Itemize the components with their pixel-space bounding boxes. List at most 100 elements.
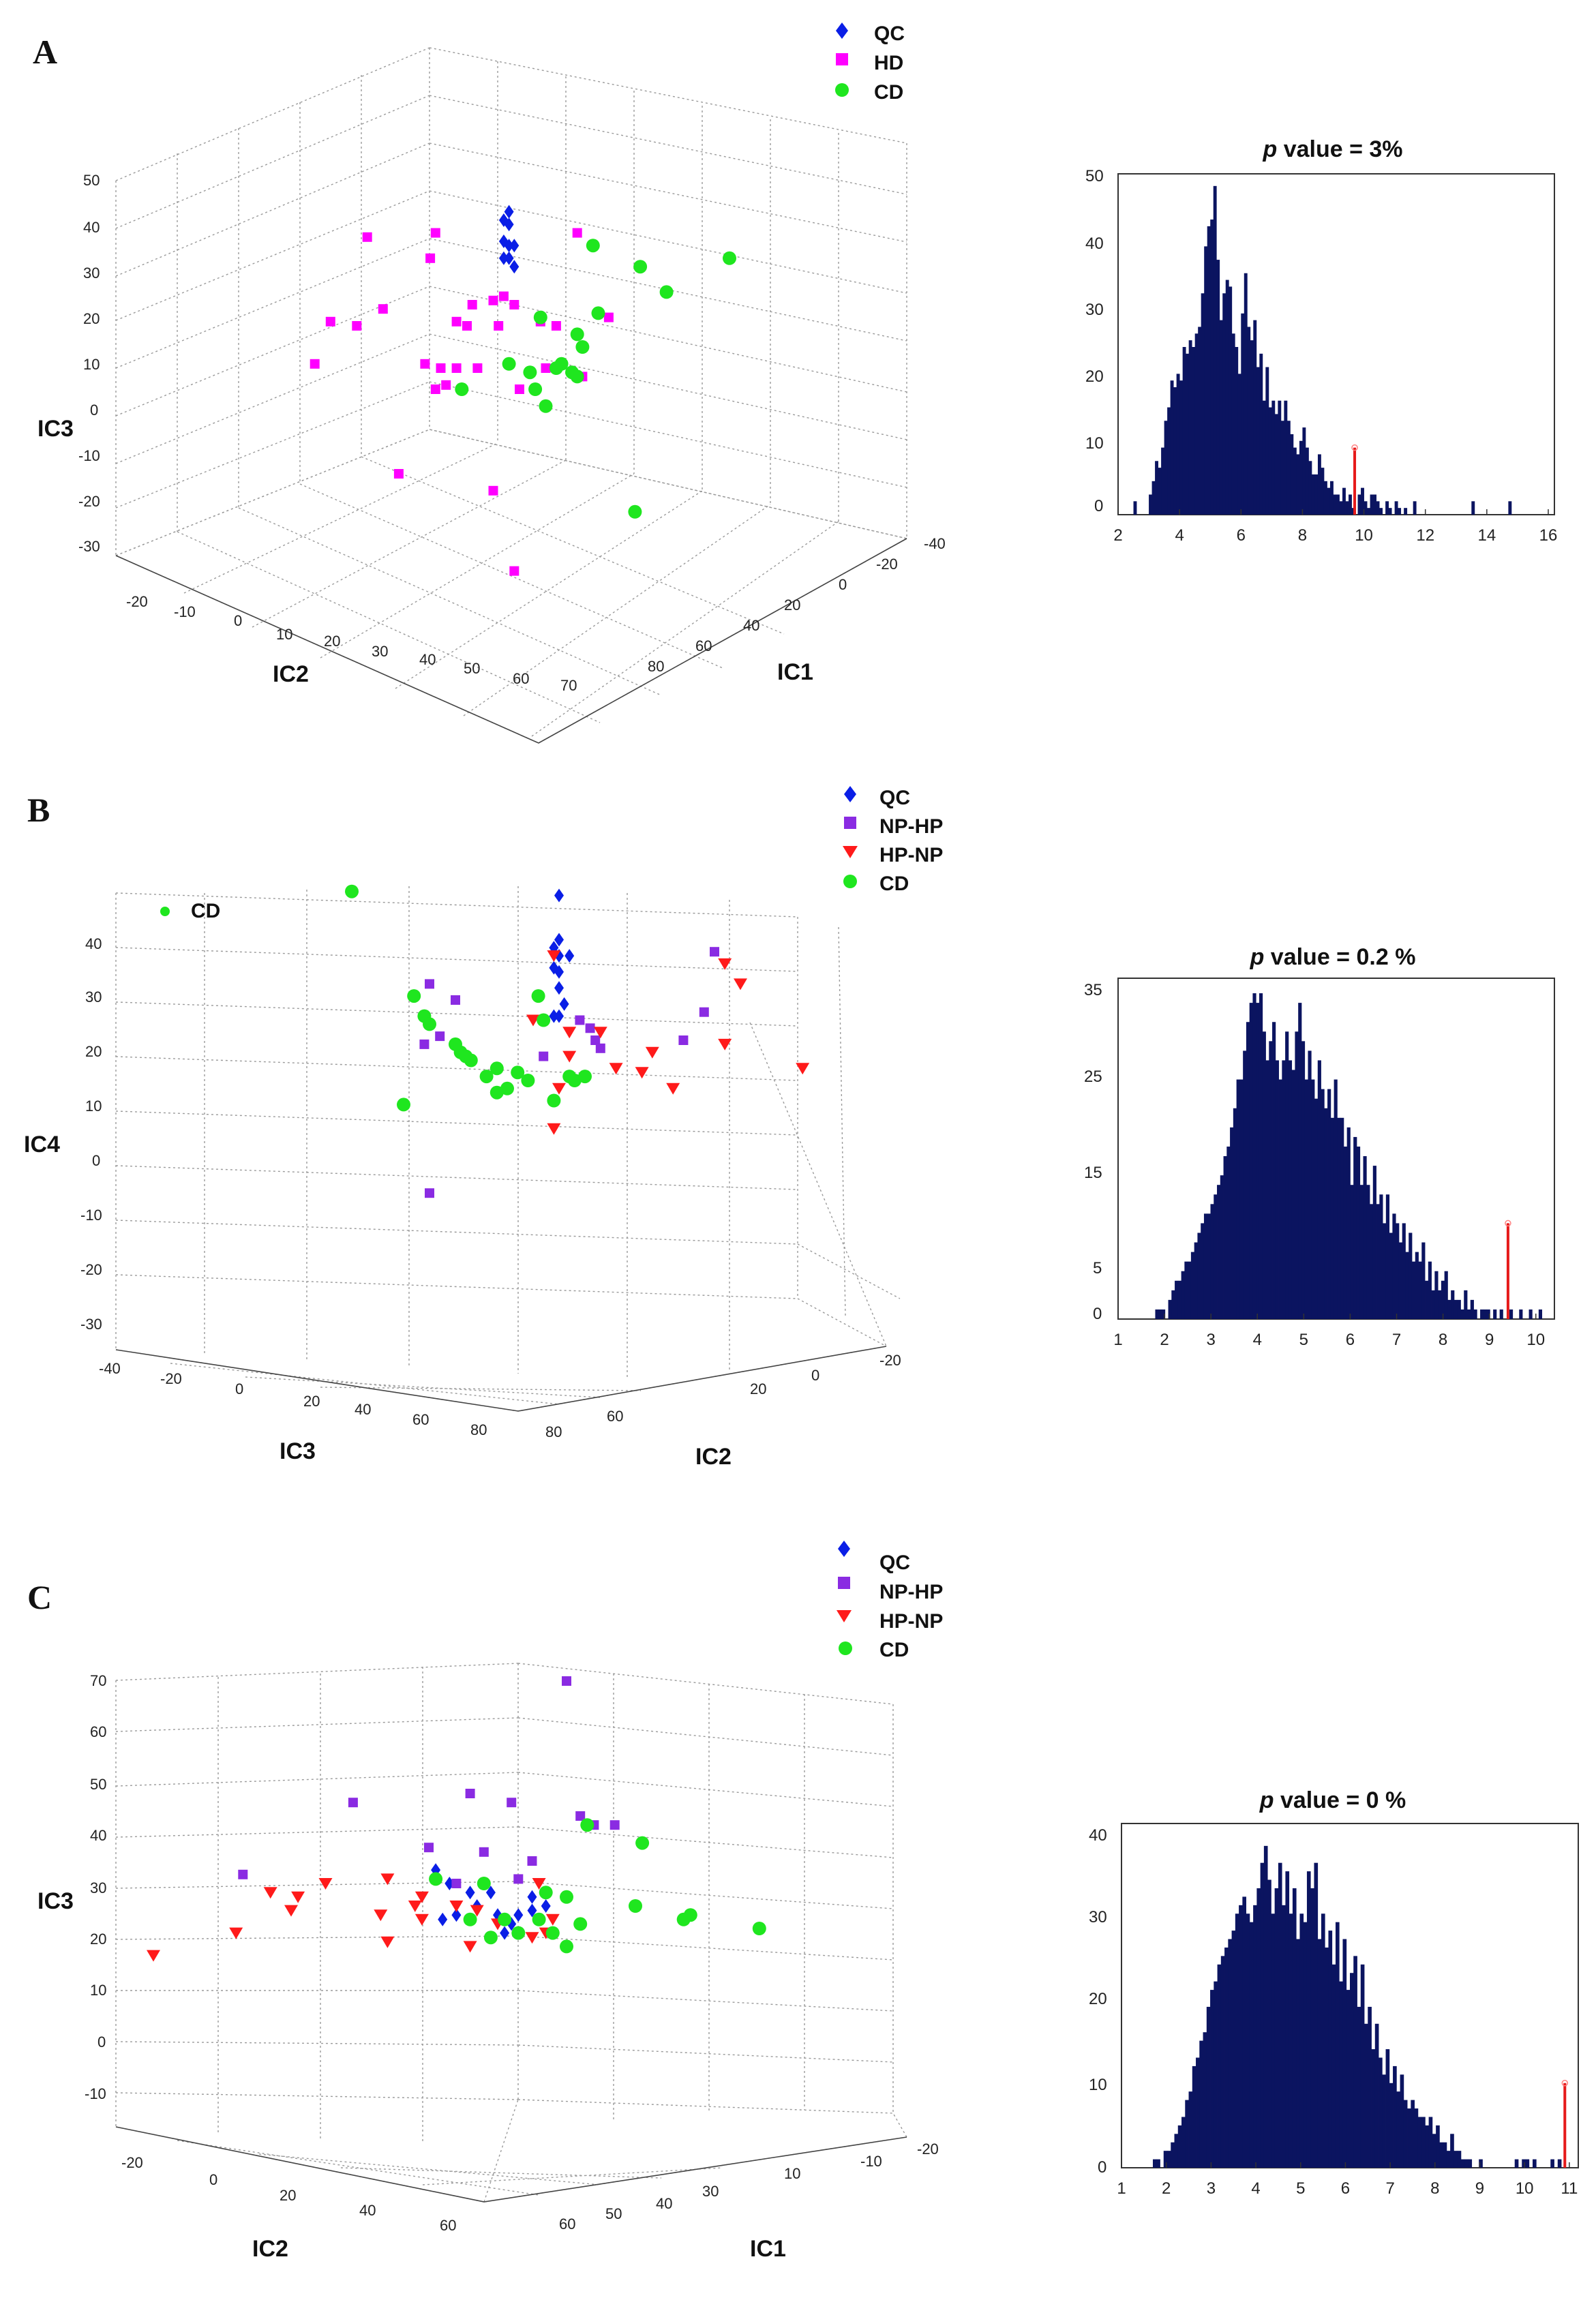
point-qc [554,888,564,903]
hist-xtick: 9 [1475,2179,1484,2198]
histogram-bar [1388,508,1392,515]
point-qc [564,949,575,963]
histogram-bar [1508,501,1512,515]
point-qc [465,1886,475,1900]
tick-y: 0 [234,612,242,629]
histogram-bar [1447,1299,1451,1319]
histogram-bar [1346,1990,1351,2168]
histogram-bar [1446,2151,1451,2168]
point-cd [591,306,605,320]
histogram-bar [1411,1261,1416,1319]
y-ticks-a: -20 -10 0 10 20 30 40 50 60 70 [126,593,577,694]
histogram-bar [1398,508,1402,515]
histogram-bar [1533,2159,1537,2168]
histogram-bar [1158,1309,1162,1319]
point-qc [504,217,514,232]
histogram-bar [1207,1213,1211,1319]
tick-z: 30 [83,264,100,282]
histogram-bar [1186,353,1190,515]
point-np-hp [562,1676,571,1686]
point-hd [425,253,436,263]
hist-xtick: 1 [1117,2179,1126,2198]
tick-y: 40 [355,1401,371,1418]
axis-label-x-b: IC2 [695,1444,732,1470]
point-qc [554,965,564,979]
point-hp-np [415,1891,429,1903]
histogram-bar [1220,1956,1225,2168]
histogram-bar [1321,1089,1325,1319]
histogram-bar [1473,1309,1477,1319]
histogram-bar [1163,2151,1168,2168]
histogram-bar [1206,2006,1211,2168]
histogram-bar [1293,447,1297,515]
tick-y: -20 [126,593,148,610]
histogram-bar [1201,1223,1205,1319]
histogram-bar [1403,2100,1408,2168]
point-hd [541,363,551,373]
scatter-points-a [310,205,736,576]
point-cd [533,310,547,324]
histogram-bar [1470,1299,1474,1319]
point-hd [462,321,472,331]
histogram-bar [1385,2049,1390,2168]
histogram-bar [1203,1213,1208,1319]
histogram-bar [1434,1271,1439,1319]
point-np-hp [419,1039,430,1049]
hist-xtick: 6 [1237,526,1246,545]
histogram-bar [1471,501,1475,515]
x-ticks-c: -20 -10 10 30 40 50 60 [559,2140,939,2233]
observed-statistic-marker [1505,1220,1511,1227]
histogram-bar [1173,387,1177,515]
point-hp-np [415,1913,429,1926]
histogram-bar [1356,1146,1361,1319]
tick-z: 50 [90,1776,106,1793]
histogram-bar [1267,1879,1271,2168]
histogram-bar [1171,1290,1175,1319]
hist-xtick: 8 [1439,1331,1447,1349]
histogram-bar [1389,2083,1394,2168]
histogram-bar [1370,494,1374,515]
point-np-hp [590,1035,601,1045]
point-np-hp [348,1798,358,1808]
histogram-bar [1345,501,1349,515]
point-cd [539,399,553,413]
histogram-bar [1167,407,1171,515]
axis-label-z-b: IC4 [24,1132,60,1157]
hist-xtick: 10 [1516,2179,1534,2198]
histogram-bar [1292,1888,1297,2168]
histogram-bar [1342,1939,1347,2168]
tick-y: 50 [464,660,480,677]
legend-marker-qc [844,786,856,802]
histogram-bar [1335,1922,1340,2168]
point-np-hp [425,979,434,989]
point-cd [407,989,421,1003]
point-qc [438,1912,448,1926]
histogram-bar [1284,400,1288,515]
point-hp-np [526,1014,540,1027]
histogram-bar [1181,1271,1185,1319]
hist-xtick: 14 [1477,526,1496,545]
histogram-bar [1217,1185,1221,1319]
histogram-bar [1244,273,1248,515]
histogram-bar [1194,333,1199,515]
legend-marker-hp-np [837,1610,852,1622]
histogram-bar [1514,2159,1519,2168]
point-hp-np [408,1901,422,1912]
hist-xtick: 3 [1207,2179,1216,2198]
grid-b [115,886,901,1412]
histogram-bar [1249,1003,1253,1319]
histogram-bar [1152,2159,1157,2168]
point-hp-np [552,1083,566,1095]
histogram-bar [1285,1871,1290,2168]
hist-xtick: 7 [1385,2179,1394,2198]
histogram-bar [1361,487,1364,515]
point-hd [436,363,446,373]
histogram-bar [1431,1290,1435,1319]
histogram-bar [1379,2057,1383,2168]
hist-xtick: 9 [1485,1331,1494,1349]
histogram-bar [1299,1913,1304,2168]
tick-z: 30 [85,988,102,1005]
histogram-bar [1265,1060,1269,1319]
histogram-bar [1214,1194,1218,1319]
histogram-bar [1219,320,1223,515]
